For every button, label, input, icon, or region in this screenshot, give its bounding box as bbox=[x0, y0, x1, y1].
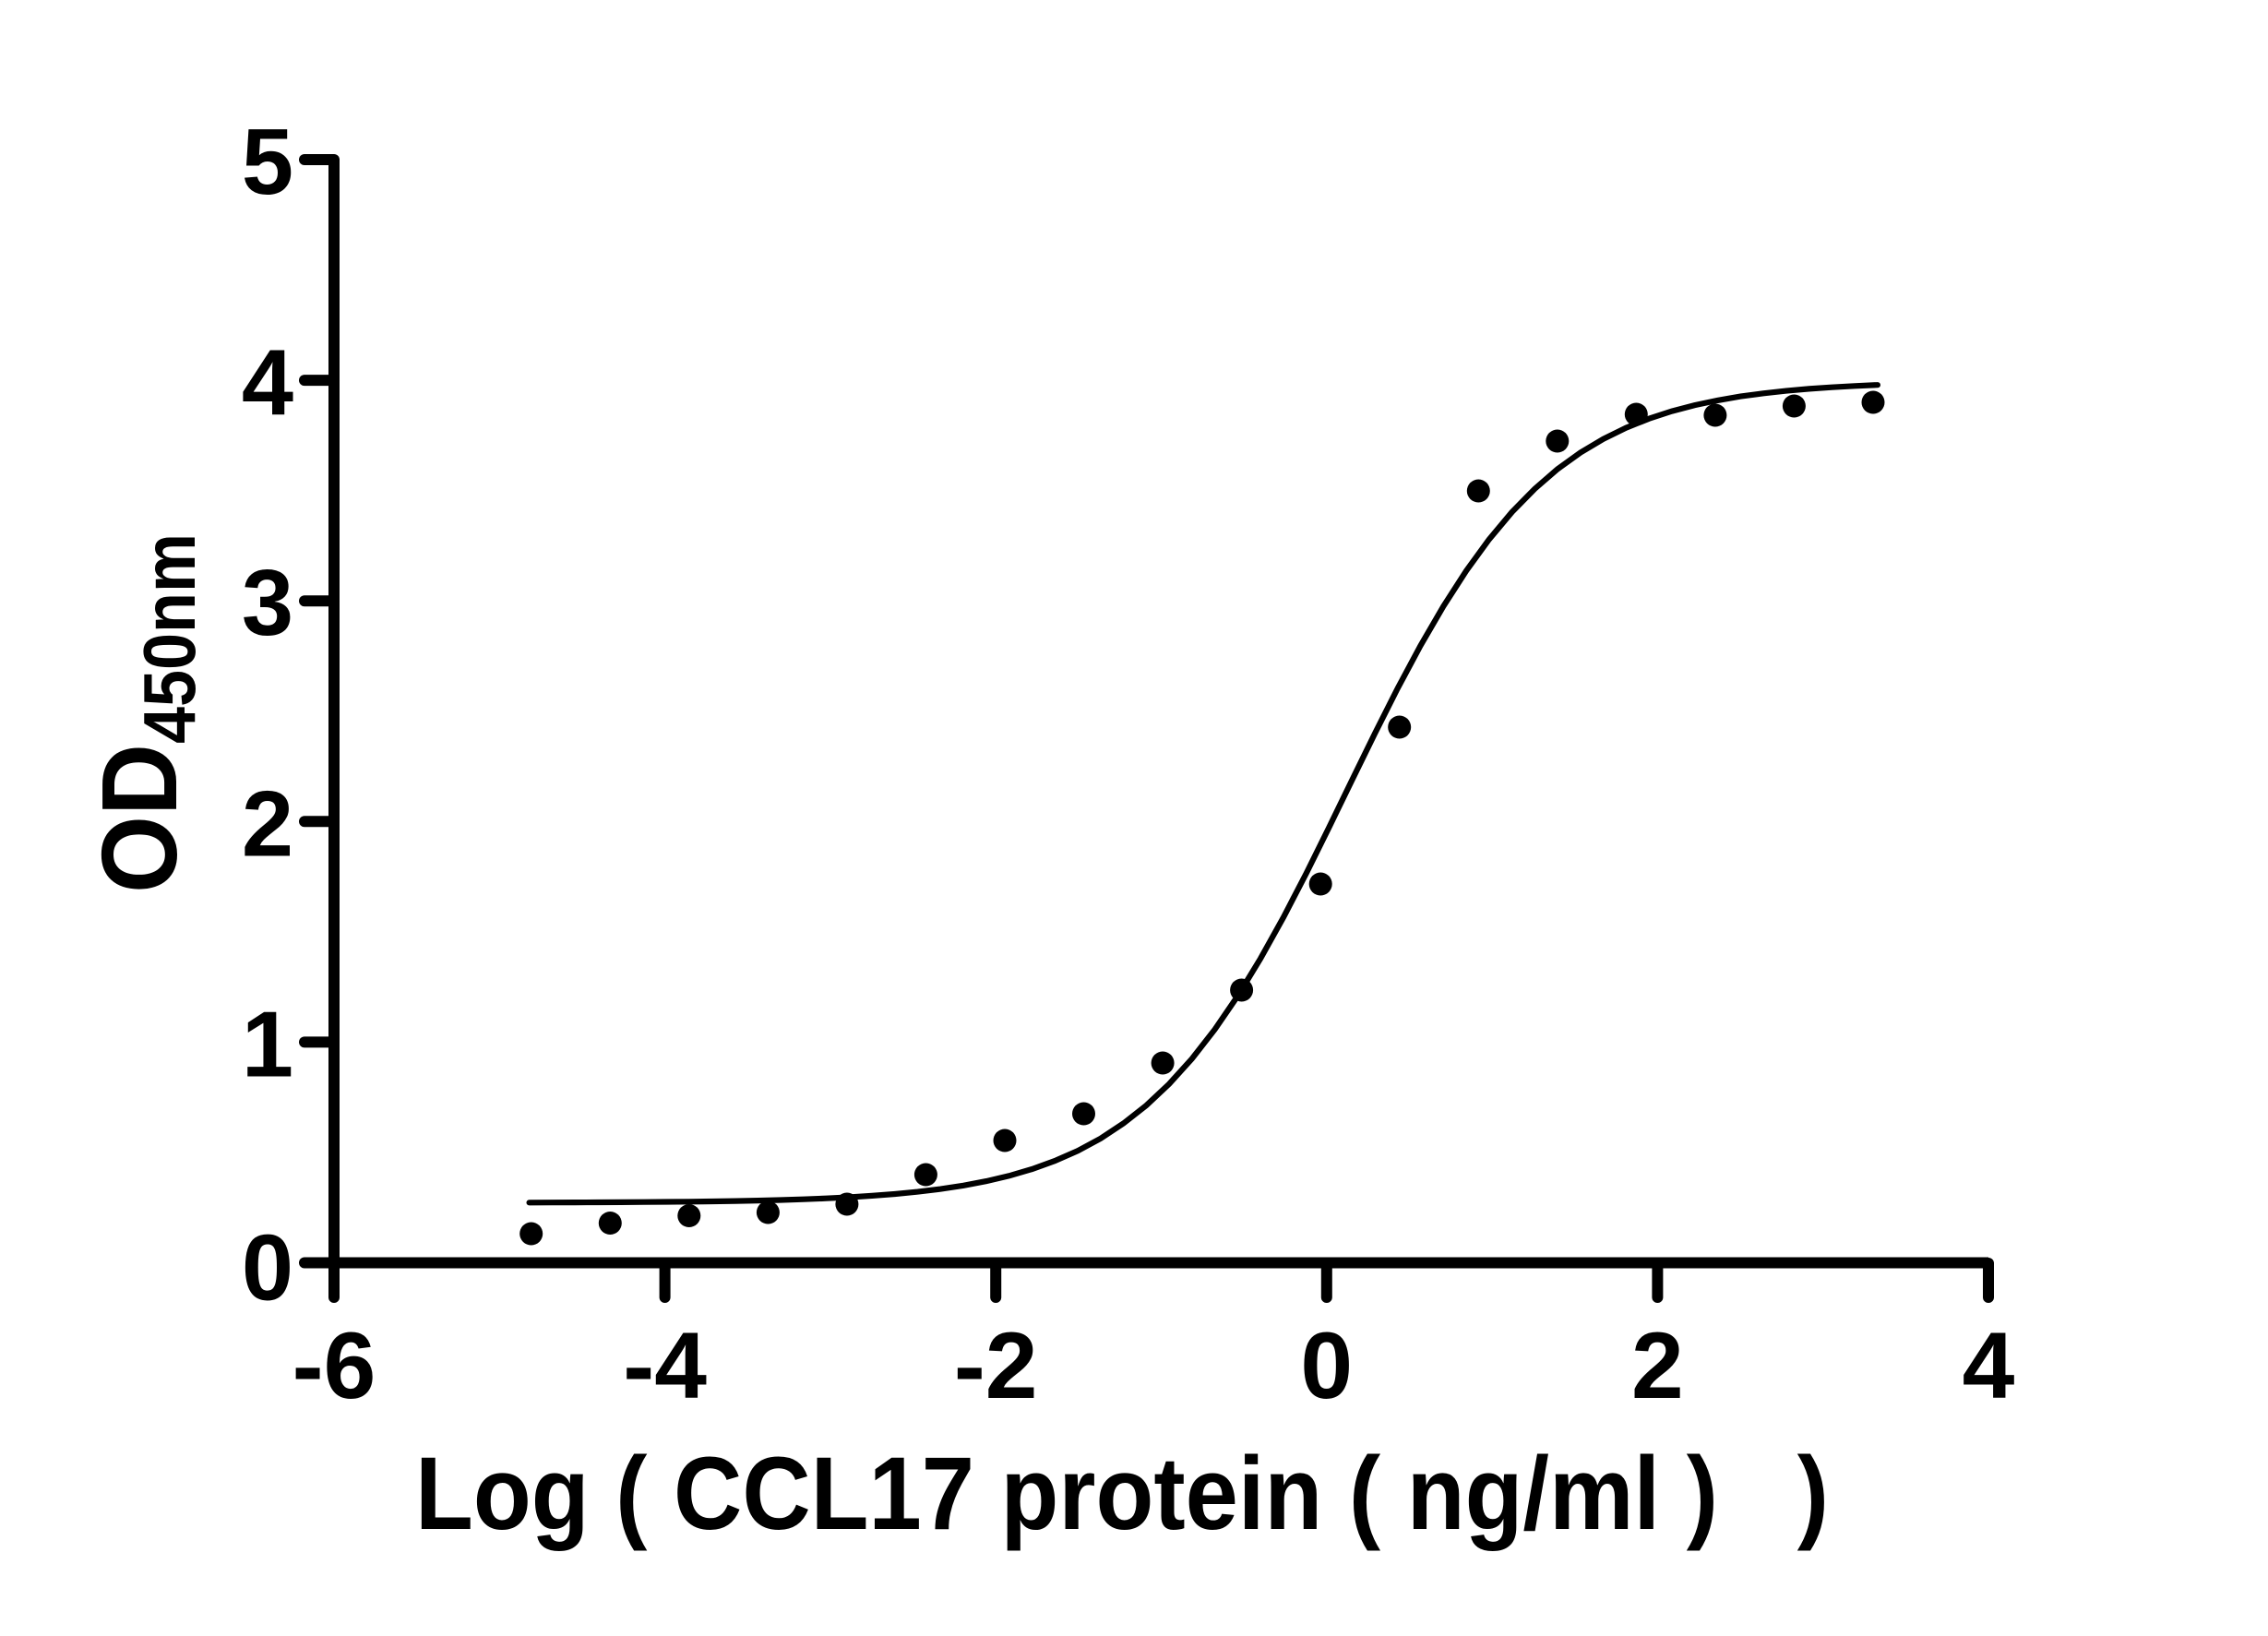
svg-text:Log ( CCL17 protein ( ng/ml ): Log ( CCL17 protein ( ng/ml ) ) bbox=[415, 1436, 1829, 1551]
svg-text:5: 5 bbox=[242, 111, 293, 214]
svg-text:1: 1 bbox=[242, 993, 293, 1096]
svg-text:OD450nm: OD450nm bbox=[79, 533, 210, 893]
svg-text:2: 2 bbox=[1631, 1313, 1684, 1418]
svg-text:3: 3 bbox=[242, 552, 293, 655]
svg-text:-4: -4 bbox=[623, 1313, 707, 1418]
svg-text:4: 4 bbox=[242, 331, 293, 435]
svg-text:2: 2 bbox=[242, 772, 293, 876]
svg-text:0: 0 bbox=[242, 1217, 293, 1320]
svg-text:-6: -6 bbox=[292, 1313, 376, 1418]
svg-text:4: 4 bbox=[1963, 1313, 2015, 1418]
svg-text:-2: -2 bbox=[954, 1313, 1038, 1418]
svg-text:0: 0 bbox=[1300, 1313, 1353, 1418]
